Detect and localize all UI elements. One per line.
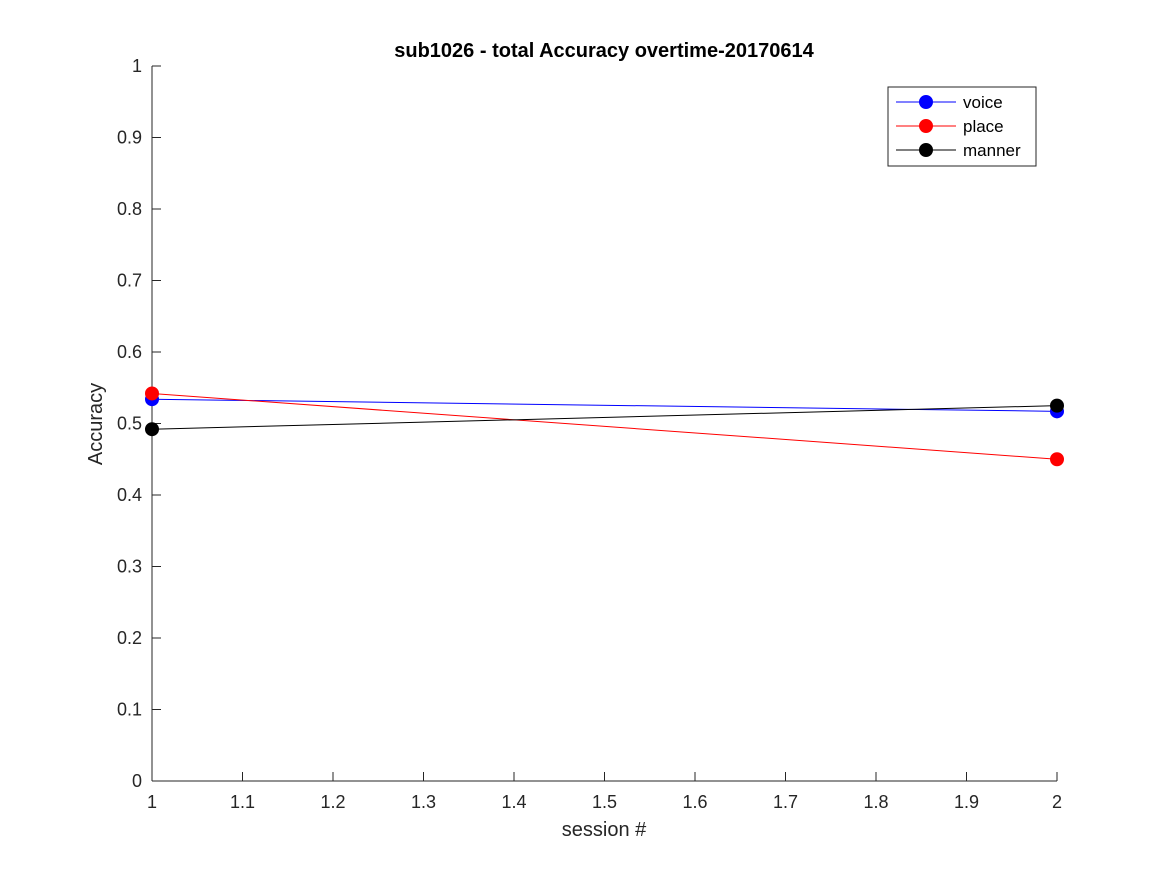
x-tick-label: 1.2 — [320, 792, 345, 812]
series-line-place — [151, 392, 1058, 460]
chart-title: sub1026 - total Accuracy overtime-201706… — [394, 40, 814, 62]
x-tick-label: 1.8 — [863, 792, 888, 812]
legend: voice place manner — [887, 86, 1037, 167]
y-tick-label: 0 — [132, 771, 142, 791]
series-voice — [145, 392, 1064, 419]
x-tick-label: 1.1 — [230, 792, 255, 812]
series-layer — [145, 386, 1064, 467]
x-tick-label: 1.4 — [501, 792, 526, 812]
data-point-manner — [145, 422, 159, 437]
y-tick-label: 0.9 — [117, 128, 142, 148]
y-tick-label: 1 — [132, 56, 142, 76]
y-tick-label: 0.7 — [117, 271, 142, 291]
x-tick-label: 1.6 — [682, 792, 707, 812]
series-line-manner — [151, 405, 1058, 430]
data-point-manner — [1050, 398, 1064, 413]
x-tick-label: 2 — [1052, 792, 1062, 812]
y-tick-label: 0.2 — [117, 628, 142, 648]
x-tick-label: 1.7 — [773, 792, 798, 812]
series-place — [145, 386, 1064, 467]
y-tick-label: 0.6 — [117, 342, 142, 362]
legend-marker-place — [919, 119, 933, 133]
y-tick-label: 0.5 — [117, 414, 142, 434]
x-tick-label: 1 — [147, 792, 157, 812]
data-point-place — [145, 386, 159, 401]
x-tick-label: 1.9 — [954, 792, 979, 812]
x-tick-label: 1.3 — [411, 792, 436, 812]
legend-label-place: place — [963, 117, 1004, 136]
axes: 1 1.1 1.2 1.3 1.4 1.5 1.6 1.7 1.8 1.9 2 0 0.1 0.2 0.3 0… — [117, 56, 1062, 812]
y-tick-label: 0.3 — [117, 557, 142, 577]
legend-label-voice: voice — [963, 93, 1003, 112]
y-axis-title: Accuracy — [85, 383, 107, 465]
legend-item-place: place — [896, 117, 1004, 136]
y-tick-label: 0.1 — [117, 700, 142, 720]
y-tick-label: 0.8 — [117, 199, 142, 219]
y-tick-label: 0.4 — [117, 485, 142, 505]
data-point-place — [1050, 452, 1064, 467]
legend-marker-manner — [919, 143, 933, 157]
legend-item-voice: voice — [896, 93, 1003, 112]
legend-item-manner: manner — [896, 141, 1021, 160]
x-tick-label: 1.5 — [592, 792, 617, 812]
legend-marker-voice — [919, 95, 933, 109]
legend-label-manner: manner — [963, 141, 1021, 160]
series-manner — [145, 398, 1064, 437]
x-axis-title: session # — [562, 819, 647, 841]
